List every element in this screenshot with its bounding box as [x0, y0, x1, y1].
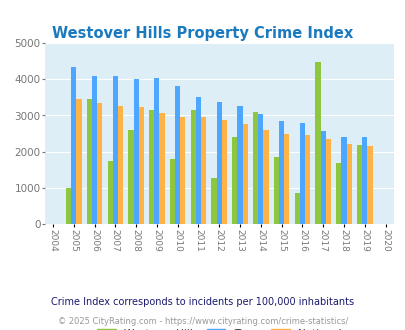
Bar — [361, 137, 367, 224]
Bar — [211, 178, 216, 224]
Bar — [107, 161, 113, 224]
Bar — [113, 76, 117, 224]
Bar — [149, 110, 154, 224]
Bar — [242, 124, 247, 224]
Bar — [216, 102, 221, 224]
Bar — [200, 117, 206, 224]
Bar — [139, 107, 143, 224]
Bar — [66, 188, 71, 224]
Bar — [294, 193, 299, 224]
Bar — [117, 106, 123, 224]
Bar — [320, 131, 325, 224]
Bar — [97, 103, 102, 224]
Bar — [299, 123, 304, 224]
Bar — [263, 130, 268, 224]
Bar — [87, 99, 92, 224]
Bar — [169, 159, 175, 224]
Bar — [273, 157, 278, 224]
Bar — [258, 114, 263, 224]
Bar — [284, 134, 289, 224]
Bar — [159, 113, 164, 224]
Bar — [341, 137, 346, 224]
Text: Westover Hills Property Crime Index: Westover Hills Property Crime Index — [52, 26, 353, 41]
Bar — [195, 97, 200, 224]
Bar — [180, 117, 185, 224]
Bar — [346, 144, 351, 224]
Bar — [71, 67, 76, 224]
Bar — [304, 135, 309, 224]
Bar — [237, 106, 242, 224]
Bar — [315, 62, 320, 224]
Bar — [252, 112, 258, 224]
Bar — [221, 120, 226, 224]
Bar — [154, 78, 159, 224]
Bar — [76, 99, 81, 224]
Bar — [133, 79, 139, 224]
Bar — [367, 147, 372, 224]
Text: © 2025 CityRating.com - https://www.cityrating.com/crime-statistics/: © 2025 CityRating.com - https://www.city… — [58, 317, 347, 326]
Bar — [92, 76, 97, 224]
Bar — [128, 130, 133, 224]
Bar — [356, 145, 361, 224]
Bar — [175, 86, 180, 224]
Legend: Westover Hills, Texas, National: Westover Hills, Texas, National — [92, 324, 346, 330]
Bar — [278, 121, 284, 224]
Bar — [325, 139, 330, 224]
Bar — [335, 163, 341, 224]
Bar — [232, 137, 237, 224]
Text: Crime Index corresponds to incidents per 100,000 inhabitants: Crime Index corresponds to incidents per… — [51, 297, 354, 307]
Bar — [190, 110, 195, 224]
